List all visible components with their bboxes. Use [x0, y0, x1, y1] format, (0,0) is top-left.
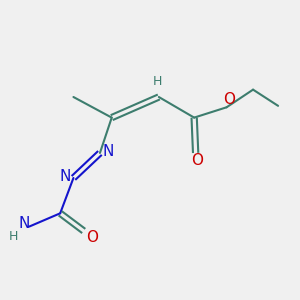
Text: O: O: [191, 153, 203, 168]
Text: N: N: [103, 144, 114, 159]
Text: N: N: [18, 215, 30, 230]
Text: O: O: [224, 92, 236, 106]
Text: H: H: [153, 75, 162, 88]
Text: O: O: [86, 230, 98, 245]
Text: N: N: [59, 169, 71, 184]
Text: H: H: [8, 230, 18, 243]
